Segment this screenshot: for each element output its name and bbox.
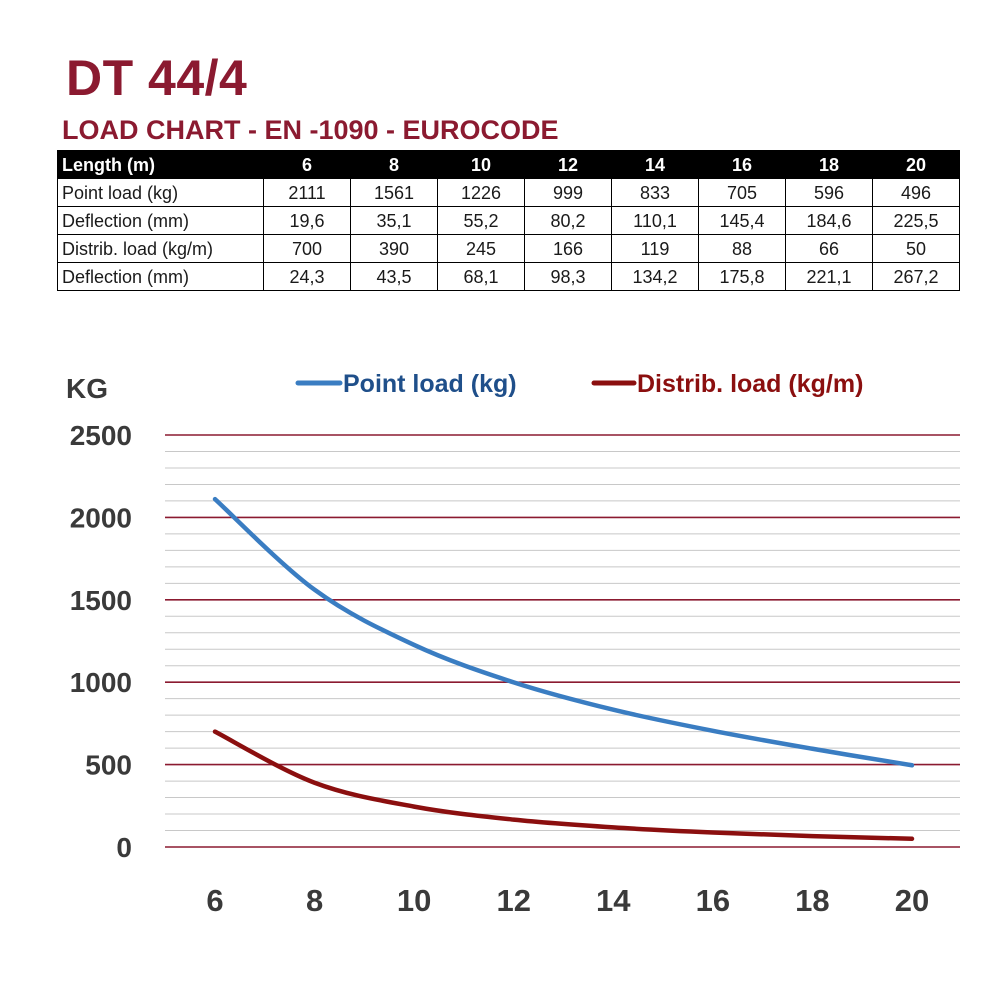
- table-cell: 134,2: [611, 262, 699, 291]
- y-tick-label: 1500: [70, 585, 132, 616]
- table-cell: 55,2: [437, 206, 525, 235]
- table-cell: 119: [611, 234, 699, 263]
- table-row: Distrib. load (kg/m) 700 390 245 166 119…: [57, 234, 960, 263]
- x-tick-label: 14: [596, 883, 631, 918]
- legend-label-point-load: Point load (kg): [343, 370, 517, 398]
- table-column-header: 16: [698, 150, 786, 179]
- table-cell: 390: [350, 234, 438, 263]
- table-cell: 2111: [263, 178, 351, 207]
- table-column-header: 6: [263, 150, 351, 179]
- table-cell: 999: [524, 178, 612, 207]
- table-cell: 596: [785, 178, 873, 207]
- table-cell: 833: [611, 178, 699, 207]
- table-row: Point load (kg) 2111 1561 1226 999 833 7…: [57, 178, 960, 207]
- legend-label-distrib-load: Distrib. load (kg/m): [637, 370, 863, 398]
- series-line-point-load: [212, 496, 915, 768]
- x-tick-label: 16: [696, 883, 730, 918]
- table-row-label: Deflection (mm): [57, 262, 264, 291]
- chart-series: [212, 496, 915, 842]
- x-tick-label: 12: [496, 883, 530, 918]
- y-tick-label: 1000: [70, 667, 132, 698]
- y-tick-label: 0: [116, 832, 132, 863]
- table-cell: 50: [872, 234, 960, 263]
- x-axis-ticks: 6 8 10 12 14 16 18 20: [206, 883, 929, 918]
- x-tick-label: 18: [795, 883, 829, 918]
- table-row-label: Deflection (mm): [57, 206, 264, 235]
- table-cell: 166: [524, 234, 612, 263]
- load-chart: KG Point load (kg) Distrib. load (kg/m) …: [66, 370, 960, 918]
- chart-subtitle: LOAD CHART - EN -1090 - EUROCODE: [62, 115, 559, 145]
- table-row: Deflection (mm) 19,6 35,1 55,2 80,2 110,…: [57, 206, 960, 235]
- table-cell: 1226: [437, 178, 525, 207]
- table-cell: 1561: [350, 178, 438, 207]
- table-cell: 221,1: [785, 262, 873, 291]
- table-cell: 43,5: [350, 262, 438, 291]
- table-row-label: Distrib. load (kg/m): [57, 234, 264, 263]
- table-cell: 145,4: [698, 206, 786, 235]
- table-cell: 98,3: [524, 262, 612, 291]
- table-cell: 245: [437, 234, 525, 263]
- table-column-header: 18: [785, 150, 873, 179]
- table-cell: 19,6: [263, 206, 351, 235]
- chart-grid: [165, 434, 960, 848]
- table-cell: 184,6: [785, 206, 873, 235]
- table-column-header: 20: [872, 150, 960, 179]
- load-table: Length (m) 6 8 10 12 14 16 18 20 Point l…: [57, 150, 960, 291]
- table-column-header: 10: [437, 150, 525, 179]
- y-axis-label: KG: [66, 373, 108, 404]
- x-tick-label: 8: [306, 883, 323, 918]
- y-tick-label: 2500: [70, 420, 132, 451]
- chart-legend: Point load (kg) Distrib. load (kg/m): [295, 370, 863, 398]
- table-header-label: Length (m): [57, 150, 264, 179]
- table-header-row: Length (m) 6 8 10 12 14 16 18 20: [57, 150, 960, 179]
- y-tick-label: 500: [85, 750, 132, 781]
- table-column-header: 8: [350, 150, 438, 179]
- table-row: Deflection (mm) 24,3 43,5 68,1 98,3 134,…: [57, 262, 960, 291]
- table-cell: 267,2: [872, 262, 960, 291]
- table-cell: 496: [872, 178, 960, 207]
- table-cell: 88: [698, 234, 786, 263]
- chart-title: DT 44/4: [66, 50, 248, 106]
- table-cell: 110,1: [611, 206, 699, 235]
- table-column-header: 12: [524, 150, 612, 179]
- table-cell: 705: [698, 178, 786, 207]
- table-row-label: Point load (kg): [57, 178, 264, 207]
- table-cell: 66: [785, 234, 873, 263]
- series-line-distrib-load: [212, 729, 915, 842]
- table-cell: 68,1: [437, 262, 525, 291]
- table-cell: 80,2: [524, 206, 612, 235]
- table-cell: 35,1: [350, 206, 438, 235]
- table-cell: 225,5: [872, 206, 960, 235]
- table-cell: 700: [263, 234, 351, 263]
- x-tick-label: 20: [895, 883, 929, 918]
- table-cell: 24,3: [263, 262, 351, 291]
- x-tick-label: 6: [206, 883, 223, 918]
- y-axis-ticks: 0 500 1000 1500 2000 2500: [70, 420, 132, 863]
- x-tick-label: 10: [397, 883, 431, 918]
- table-cell: 175,8: [698, 262, 786, 291]
- table-column-header: 14: [611, 150, 699, 179]
- y-tick-label: 2000: [70, 502, 132, 533]
